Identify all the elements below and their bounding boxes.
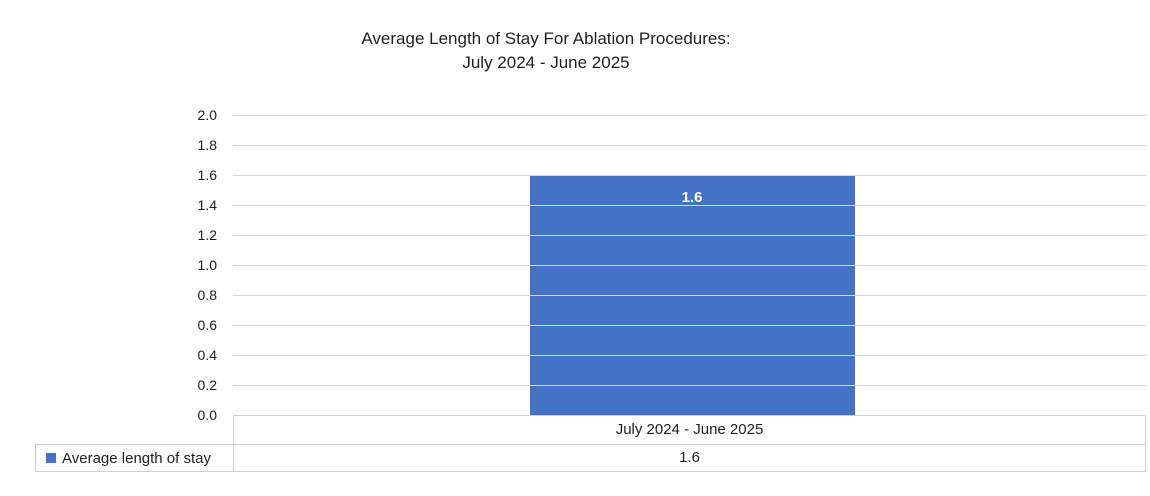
y-axis: 2.0 1.8 1.6 1.4 1.2 1.0 0.8 0.6 0.4 0.2 0.0 bbox=[0, 0, 217, 496]
gridline bbox=[233, 265, 1146, 266]
plot-area: 1.6 bbox=[233, 0, 1146, 496]
gridline bbox=[233, 385, 1146, 386]
gridline bbox=[233, 175, 1146, 176]
gridline bbox=[233, 235, 1146, 236]
gridline bbox=[233, 145, 1146, 146]
y-tick-label: 1.6 bbox=[197, 167, 217, 183]
gridline bbox=[233, 205, 1146, 206]
gridline bbox=[233, 115, 1146, 116]
y-tick-label: 1.0 bbox=[197, 257, 217, 273]
x-axis-category-cell: July 2024 - June 2025 bbox=[233, 415, 1146, 445]
legend-swatch bbox=[46, 453, 56, 463]
gridline bbox=[233, 325, 1146, 326]
data-table-value-cell: 1.6 bbox=[233, 444, 1146, 472]
y-tick-label: 2.0 bbox=[197, 107, 217, 123]
y-tick-label: 0.4 bbox=[197, 347, 217, 363]
y-tick-label: 0.6 bbox=[197, 317, 217, 333]
gridline bbox=[233, 355, 1146, 356]
chart-title: Average Length of Stay For Ablation Proc… bbox=[0, 27, 1092, 75]
bar-data-label: 1.6 bbox=[681, 189, 703, 206]
y-tick-label: 1.8 bbox=[197, 137, 217, 153]
y-tick-label: 1.4 bbox=[197, 197, 217, 213]
chart-title-line2: July 2024 - June 2025 bbox=[462, 53, 630, 72]
y-tick-label: 0.8 bbox=[197, 287, 217, 303]
y-tick-label: 1.2 bbox=[197, 227, 217, 243]
y-tick-label: 0.0 bbox=[197, 407, 217, 423]
gridline bbox=[233, 295, 1146, 296]
y-tick-label: 0.2 bbox=[197, 377, 217, 393]
data-table-series-label: Average length of stay bbox=[62, 449, 211, 467]
chart-title-line1: Average Length of Stay For Ablation Proc… bbox=[361, 29, 731, 48]
data-table-series-cell: Average length of stay bbox=[35, 444, 234, 472]
